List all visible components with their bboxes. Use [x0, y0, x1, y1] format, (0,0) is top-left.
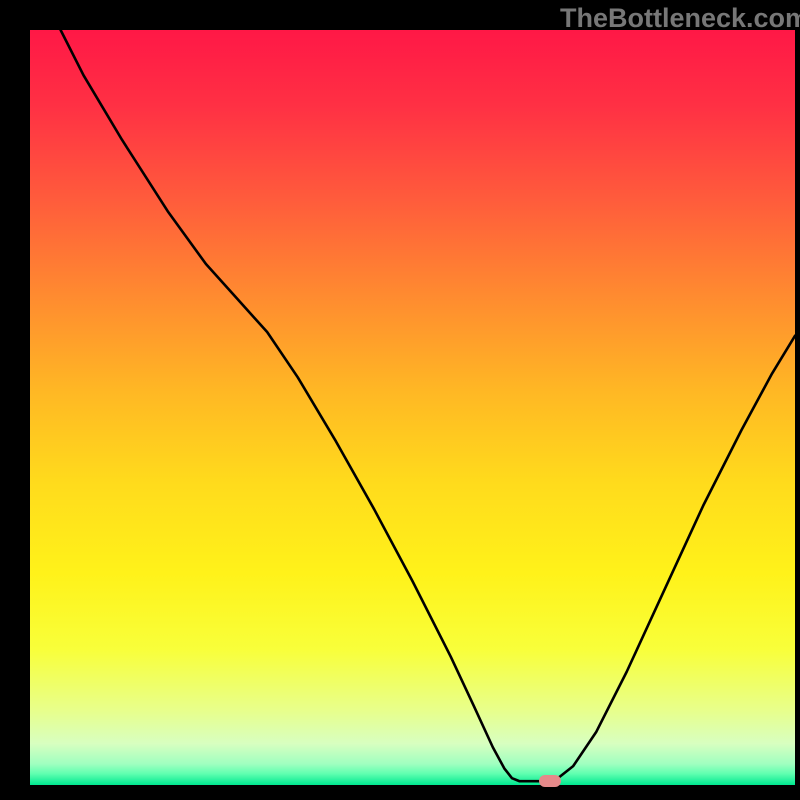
watermark-text: TheBottleneck.com [560, 3, 800, 34]
bottleneck-curve [61, 30, 795, 781]
optimal-point-marker [539, 775, 561, 787]
plot-area [30, 30, 795, 785]
chart-container: TheBottleneck.com [0, 0, 800, 800]
curve-layer [30, 30, 795, 785]
